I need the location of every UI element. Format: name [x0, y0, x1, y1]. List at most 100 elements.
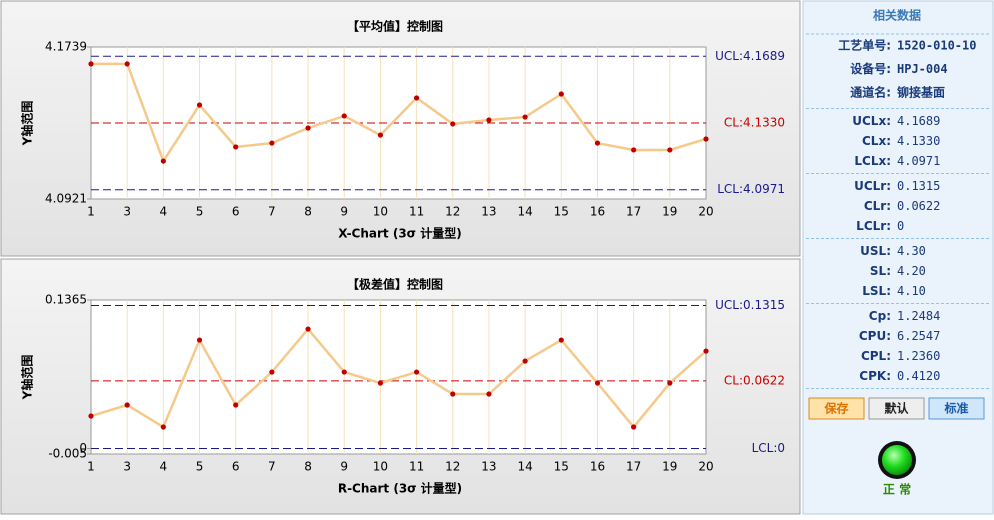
data-point [269, 369, 275, 375]
control-line-label: LCL:4.0971 [717, 182, 785, 196]
field-value: 4.1330 [897, 134, 940, 148]
data-point [522, 358, 528, 364]
data-point [558, 91, 564, 97]
x-tick-label: 4 [160, 205, 168, 219]
panel-title: 相关数据 [873, 8, 921, 23]
status-label: 正 常 [883, 482, 911, 497]
field-value: HPJ-004 [897, 62, 948, 76]
field-label: Cp: [869, 309, 891, 323]
field-label: CLx: [862, 134, 891, 148]
control-line-label: CL:4.1330 [724, 116, 785, 130]
y-tick-label: 4.0921 [45, 192, 87, 206]
field-label: CLr: [864, 199, 891, 213]
x-axis-label: R-Chart (3σ 计量型) [338, 481, 462, 496]
field-label: UCLx: [852, 114, 891, 128]
button-label[interactable]: 标准 [943, 401, 968, 416]
x-tick-label: 6 [232, 460, 240, 474]
data-point [631, 147, 637, 153]
field-label: UCLr: [854, 179, 891, 193]
field-label: USL: [860, 244, 891, 258]
data-point [196, 337, 203, 343]
data-point [450, 391, 456, 397]
field-label: CPK: [859, 369, 891, 383]
x-tick-label: 10 [373, 460, 388, 474]
button[interactable] [928, 397, 985, 420]
x-tick-label: 20 [698, 205, 713, 219]
x-tick-label: 17 [626, 205, 641, 219]
data-point [413, 369, 420, 375]
field-label: 工艺单号: [838, 38, 891, 53]
data-point [341, 113, 347, 119]
button[interactable] [868, 397, 925, 420]
x-tick-label: 1 [87, 460, 95, 474]
y-axis-label: Y轴范围 [20, 355, 35, 401]
data-point [124, 402, 130, 408]
x-tick-label: 5 [196, 205, 204, 219]
data-point [305, 125, 311, 131]
field-value: 4.10 [897, 284, 926, 298]
y-tick-label: 4.1739 [45, 40, 87, 54]
x-tick-label: 3 [123, 460, 131, 474]
field-label: CPL: [861, 349, 891, 363]
x-tick-label: 9 [340, 460, 348, 474]
x-tick-label: 14 [517, 460, 532, 474]
x-tick-label: 8 [304, 460, 312, 474]
field-label: SL: [870, 264, 891, 278]
field-value: 1.2484 [897, 309, 940, 323]
data-point [450, 121, 456, 127]
field-value: 4.0971 [897, 154, 940, 168]
control-line-label: UCL:0.1315 [715, 298, 785, 312]
field-label: LCLx: [854, 154, 891, 168]
x-tick-label: 10 [373, 205, 388, 219]
x-tick-label: 13 [481, 460, 496, 474]
x-tick-label: 8 [304, 205, 312, 219]
data-point [377, 380, 384, 386]
field-value: 4.20 [897, 264, 926, 278]
field-label: 设备号: [850, 61, 891, 76]
data-point [594, 380, 601, 386]
x-tick-label: 13 [481, 205, 496, 219]
field-value: 0.1315 [897, 179, 940, 193]
x-tick-label: 5 [196, 460, 204, 474]
field-value: 0.4120 [897, 369, 940, 383]
y-tick-label: 0 [79, 441, 87, 455]
field-label: LSL: [862, 284, 891, 298]
x-tick-label: 7 [268, 205, 276, 219]
x-tick-label: 16 [590, 205, 605, 219]
field-label: LCLr: [856, 219, 891, 233]
x-tick-label: 11 [409, 460, 424, 474]
data-point [88, 413, 94, 419]
side-panel [802, 0, 994, 515]
y-tick-label: -0.005 [48, 447, 87, 461]
data-point [703, 136, 709, 142]
x-tick-label: 1 [87, 205, 95, 219]
data-point [124, 61, 130, 67]
data-point [522, 114, 528, 120]
data-point [594, 140, 601, 146]
field-value: 4.1689 [897, 114, 940, 128]
data-line [91, 62, 707, 164]
control-line-label: CL:0.0622 [724, 373, 785, 387]
data-point [486, 391, 492, 397]
data-point [196, 102, 203, 108]
x-tick-label: 15 [554, 205, 569, 219]
data-point [341, 369, 347, 375]
data-point [305, 326, 311, 332]
x-axis-label: X-Chart (3σ 计量型) [338, 226, 461, 241]
chart-title: 【平均值】控制图 [347, 19, 443, 34]
data-point [413, 95, 420, 101]
button[interactable] [808, 397, 865, 420]
x-tick-label: 12 [445, 460, 460, 474]
button-label[interactable]: 默认 [884, 401, 909, 416]
y-axis-label: Y轴范围 [20, 101, 35, 147]
button-label[interactable]: 保存 [823, 401, 848, 416]
data-point [558, 337, 564, 343]
x-tick-label: 11 [409, 205, 424, 219]
x-tick-label: 14 [517, 205, 532, 219]
field-value: 铆接基面 [897, 85, 945, 100]
data-point [269, 140, 275, 146]
status-light [882, 445, 912, 475]
x-tick-label: 9 [340, 205, 348, 219]
data-line [90, 327, 707, 429]
